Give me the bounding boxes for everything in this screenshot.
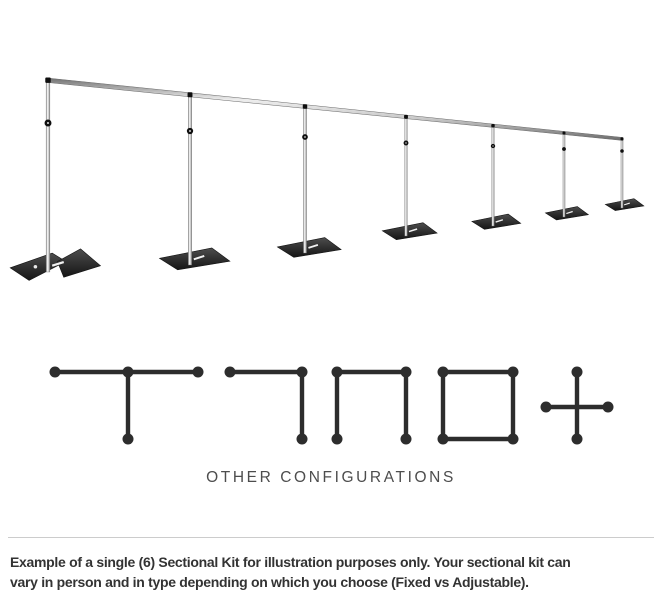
config-corner-shape (224, 366, 308, 445)
config-joint (49, 366, 61, 378)
base-slot (193, 255, 205, 261)
caption: Example of a single (6) Sectional Kit fo… (10, 552, 658, 592)
config-square-shape (437, 366, 519, 445)
crossbar (45, 77, 624, 141)
base-slot (308, 243, 319, 249)
config-joint (122, 366, 134, 378)
stand-pole (276, 105, 342, 258)
config-joint (571, 366, 583, 378)
config-joint (540, 401, 552, 413)
config-joint (400, 433, 412, 445)
crossbar-connector (620, 137, 624, 141)
config-t-shape (49, 366, 204, 445)
stand-pole (604, 137, 645, 211)
sectional-stand-illustration (9, 77, 645, 281)
pole-upright (562, 131, 566, 218)
crossbar-connector (562, 131, 566, 135)
divider-line (8, 537, 654, 538)
knob-center (405, 142, 407, 144)
config-joint (602, 401, 614, 413)
adjustment-knob (620, 149, 624, 153)
adjustment-knob (562, 147, 566, 151)
other-configurations-label: OTHER CONFIGURATIONS (206, 469, 456, 486)
stand-pole (471, 124, 522, 230)
config-joint (224, 366, 236, 378)
config-joint (571, 433, 583, 445)
config-joint (437, 433, 449, 445)
pole-upright (491, 124, 495, 227)
pole-upright (620, 137, 624, 209)
crossbar-connector (404, 114, 408, 119)
base-slot (408, 228, 418, 233)
stand-pole (158, 93, 231, 271)
pole-upright (303, 105, 307, 254)
configuration-diagrams (49, 366, 614, 445)
knob-center (189, 130, 191, 132)
stand-pole (544, 131, 590, 221)
config-joint (437, 366, 449, 378)
base-slot (495, 219, 504, 223)
base-slot (51, 260, 65, 267)
config-joint (400, 366, 412, 378)
pole-upright (45, 79, 51, 273)
config-joint (331, 433, 343, 445)
config-cross-shape (540, 366, 614, 445)
config-joint (296, 433, 308, 445)
config-joint (507, 433, 519, 445)
config-joint (192, 366, 204, 378)
pole-upright (188, 93, 192, 266)
crossbar-connector (187, 92, 193, 98)
crossbar-connector (302, 104, 308, 109)
caption-line-2: vary in person and in type depending on … (10, 574, 529, 590)
base-slot (566, 210, 573, 215)
config-joint (331, 366, 343, 378)
knob-center (304, 136, 306, 138)
config-joint (122, 433, 134, 445)
crossbar-connector (45, 77, 51, 83)
stand-pole (9, 79, 102, 281)
config-u-shape (331, 366, 412, 445)
base-plate (57, 248, 102, 278)
knob-center (492, 145, 494, 147)
knob-center (46, 121, 50, 125)
pole-upright (404, 115, 408, 237)
crossbar-connector (491, 123, 495, 128)
caption-line-1: Example of a single (6) Sectional Kit fo… (10, 554, 571, 570)
config-joint (507, 366, 519, 378)
stand-pole (381, 115, 438, 241)
base-hole (33, 264, 38, 269)
config-joint (296, 366, 308, 378)
base-plate (9, 252, 67, 281)
base-slot (623, 202, 630, 206)
